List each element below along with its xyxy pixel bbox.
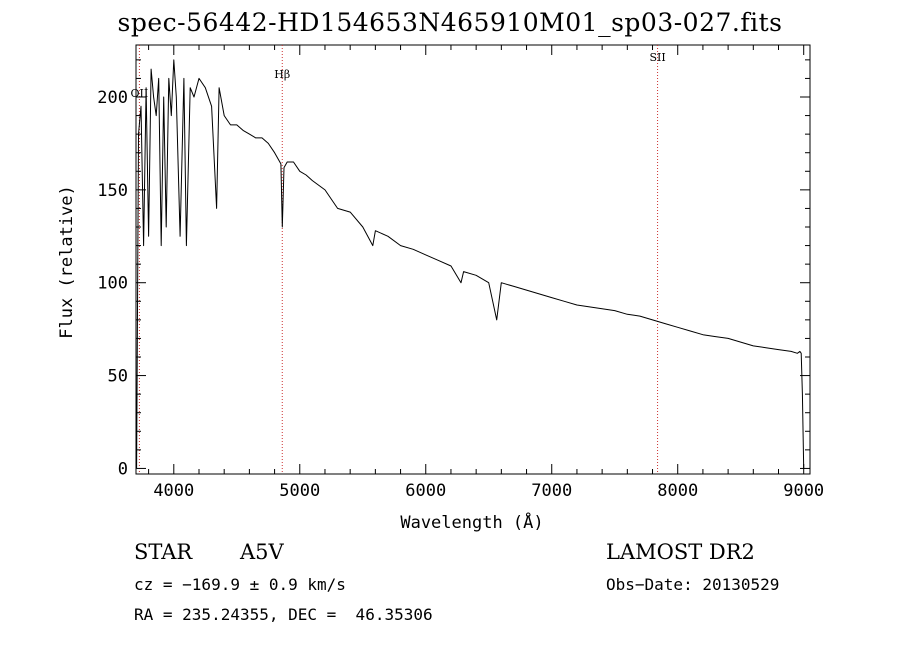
object-subclass: A5V [240,540,284,564]
x-tick-label: 7000 [531,481,572,501]
y-tick-label: 0 [118,459,128,479]
survey-name: LAMOST DR2 [606,540,755,564]
x-tick-label: 9000 [783,481,824,501]
spectral-line-label: SII [649,51,665,64]
x-tick-label: 8000 [657,481,698,501]
x-axis-label: Wavelength (Å) [400,511,543,533]
spectral-line-label: Hβ [274,68,290,81]
redshift-cz: cz = −169.9 ± 0.9 km/s [134,575,346,594]
plot-frame [135,44,811,475]
y-tick-label: 200 [97,88,128,108]
x-tick-label: 6000 [405,481,446,501]
x-tick-label: 4000 [153,481,194,501]
spectrum-line [136,59,805,469]
object-class: STAR [134,540,193,564]
observation-date: Obs−Date: 20130529 [606,575,780,594]
y-tick-label: 150 [97,181,128,201]
sky-coordinates: RA = 235.24355, DEC = 46.35306 [134,605,433,624]
x-tick-label: 5000 [279,481,320,501]
y-axis-label: Flux (relative) [57,185,77,339]
chart-title: spec-56442-HD154653N465910M01_sp03-027.f… [117,8,783,37]
y-tick-label: 100 [97,274,128,294]
y-tick-label: 50 [108,367,128,387]
